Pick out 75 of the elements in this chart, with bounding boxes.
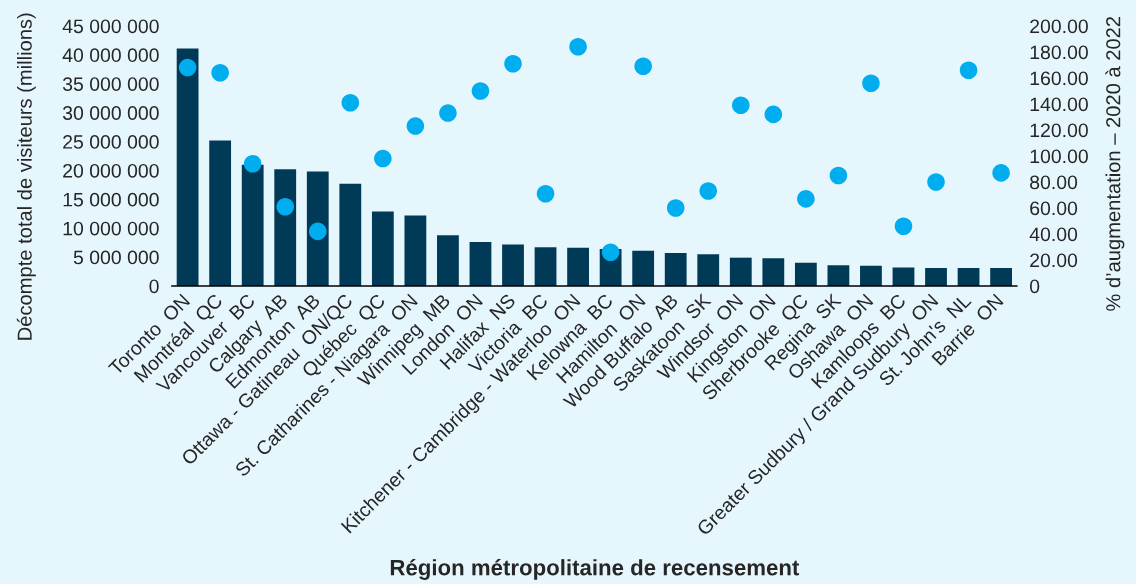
bar [697,254,720,286]
bar [534,247,557,286]
y2-tick-label: 160.00 [1030,71,1088,86]
bar [241,164,264,286]
point [276,197,295,216]
bar [729,257,752,286]
y2-tick-label: 180.00 [1030,45,1088,60]
point [634,57,652,76]
bar [925,268,947,286]
y-tick-label: 20 000 000 [63,163,159,178]
y2-tick-label: 120.00 [1030,123,1088,138]
bar [664,253,687,286]
point [862,74,880,92]
bar [762,258,785,286]
bar [306,171,329,286]
bar [502,244,524,286]
point [536,184,555,203]
y2-tick-label: 100.00 [1030,149,1088,164]
bar [371,211,394,286]
point [569,38,587,56]
point [178,58,197,77]
y-axis-title: Décompte total de visiteurs (millions) [16,13,36,340]
point [504,54,522,73]
y-tick-label: 30 000 000 [62,106,159,120]
point [439,104,457,122]
y2-tick-label: 200.00 [1030,19,1088,34]
bar [209,140,232,286]
bar [437,235,459,286]
bar [404,215,427,286]
bar [632,250,655,286]
y2-tick-label: 60.00 [1030,201,1078,216]
point [959,61,978,79]
bar [827,265,850,286]
bar [469,242,492,286]
bar [860,265,882,286]
point [374,149,392,168]
y2-tick-label: 20.00 [1030,253,1078,268]
y-tick-label: 0 [149,279,159,294]
y2-tick-label: 0 [1029,279,1040,294]
point [764,105,783,124]
point [308,222,327,241]
bar [339,183,362,286]
point [243,155,262,173]
point [699,182,718,200]
bar [176,48,199,286]
bar [567,247,589,286]
y-tick-label: 15 000 000 [63,192,159,207]
y2-tick-label: 40.00 [1029,227,1078,242]
bar [794,262,817,286]
y-tick-label: 40 000 000 [62,48,159,63]
point [666,199,685,217]
point [406,117,425,135]
bar [892,267,915,286]
point [797,190,815,208]
point [211,64,229,82]
point [927,173,945,191]
point [894,217,913,235]
point [341,93,360,112]
point [601,243,620,261]
bar [274,169,297,286]
point [732,96,750,115]
point [829,166,848,185]
point [992,164,1010,182]
y2-axis-title: % d’augmentation – 2020 à 2022 [1105,16,1125,311]
point [471,82,490,100]
y-tick-label: 45 000 000 [62,19,159,34]
y-tick-label: 35 000 000 [62,77,159,91]
y-tick-label: 10 000 000 [63,221,159,236]
y2-tick-label: 80.00 [1030,175,1078,190]
x-axis-title: Région métropolitaine de recensement [390,558,800,580]
y2-tick-label: 140.00 [1030,97,1088,112]
y-tick-label: 5 000 000 [73,250,159,265]
y-tick-label: 25 000 000 [63,135,159,149]
bar [957,268,980,286]
bar [990,268,1012,286]
